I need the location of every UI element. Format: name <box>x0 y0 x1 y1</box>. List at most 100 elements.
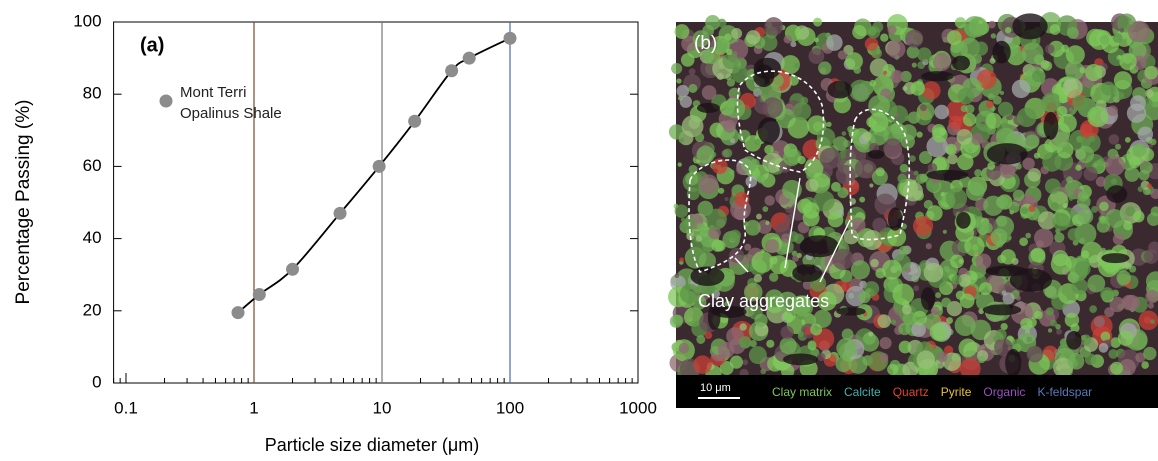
texture <box>1100 211 1105 216</box>
texture <box>973 41 989 56</box>
texture <box>1098 342 1109 353</box>
texture <box>959 293 975 309</box>
texture <box>1112 233 1125 245</box>
texture <box>790 41 797 48</box>
texture <box>907 111 921 124</box>
texture <box>847 125 855 133</box>
texture <box>780 364 795 378</box>
texture <box>676 84 690 98</box>
texture <box>862 229 883 250</box>
texture <box>1144 65 1158 80</box>
texture <box>976 69 997 90</box>
texture <box>958 273 971 287</box>
texture <box>705 208 727 230</box>
texture <box>718 341 735 359</box>
texture <box>814 37 819 43</box>
texture <box>1031 70 1044 83</box>
data-point <box>333 206 347 220</box>
texture <box>1145 89 1154 98</box>
texture <box>1074 222 1097 245</box>
texture <box>756 213 762 220</box>
texture <box>717 18 727 28</box>
texture <box>1056 106 1068 117</box>
dark-pore <box>711 305 747 318</box>
texture <box>1000 322 1008 331</box>
texture <box>1012 189 1025 202</box>
y-tick-label: 40 <box>83 228 102 247</box>
texture <box>734 191 750 207</box>
texture <box>826 121 832 128</box>
texture <box>783 149 801 167</box>
texture <box>904 115 911 122</box>
texture <box>932 127 948 143</box>
texture <box>718 187 725 194</box>
data-point <box>372 159 386 173</box>
fit-line <box>237 37 511 314</box>
texture <box>1104 307 1115 318</box>
texture <box>792 296 814 318</box>
texture <box>1037 211 1057 230</box>
dark-pore <box>799 235 839 258</box>
texture <box>1150 319 1155 324</box>
texture <box>950 254 964 269</box>
texture <box>769 272 779 282</box>
dark-pore <box>827 80 852 99</box>
texture <box>715 37 730 53</box>
texture <box>960 105 968 112</box>
texture <box>1058 94 1068 104</box>
texture <box>1015 163 1022 170</box>
texture <box>995 196 1008 209</box>
texture <box>999 90 1004 95</box>
texture <box>974 169 982 177</box>
texture <box>912 310 928 326</box>
texture <box>1062 203 1068 209</box>
texture <box>807 340 817 349</box>
texture <box>918 150 932 164</box>
texture <box>913 215 934 236</box>
texture <box>784 214 795 224</box>
texture <box>754 138 761 146</box>
texture <box>862 131 872 142</box>
annotation: Clay aggregates <box>698 291 829 311</box>
texture <box>1105 209 1125 229</box>
texture <box>1002 292 1015 305</box>
texture <box>874 193 896 216</box>
texture <box>676 78 682 84</box>
texture <box>731 28 743 39</box>
texture <box>1030 247 1046 263</box>
texture <box>835 164 856 185</box>
texture <box>1095 176 1107 187</box>
texture <box>1087 106 1109 128</box>
texture <box>1079 67 1086 74</box>
texture <box>897 173 907 184</box>
texture <box>1145 289 1158 304</box>
texture <box>797 155 806 165</box>
texture <box>934 104 949 120</box>
texture <box>879 352 889 362</box>
dark-pore <box>782 353 819 366</box>
texture <box>849 79 872 102</box>
texture <box>698 252 716 270</box>
texture <box>1058 114 1077 133</box>
texture <box>1064 312 1080 328</box>
texture <box>1042 152 1062 172</box>
texture <box>850 217 866 233</box>
texture <box>841 328 854 341</box>
texture <box>1050 201 1059 210</box>
texture <box>679 95 692 108</box>
texture <box>910 81 925 96</box>
texture <box>1089 305 1098 314</box>
texture <box>792 102 812 121</box>
texture <box>831 181 841 192</box>
texture <box>902 311 917 326</box>
dark-pore <box>1012 13 1048 40</box>
texture <box>1123 294 1140 311</box>
texture <box>739 323 747 331</box>
dark-pore <box>792 264 822 283</box>
texture <box>869 79 877 87</box>
texture <box>989 57 996 64</box>
y-tick-label: 100 <box>73 11 101 30</box>
texture <box>945 143 957 156</box>
texture <box>813 17 823 27</box>
texture <box>674 273 680 279</box>
